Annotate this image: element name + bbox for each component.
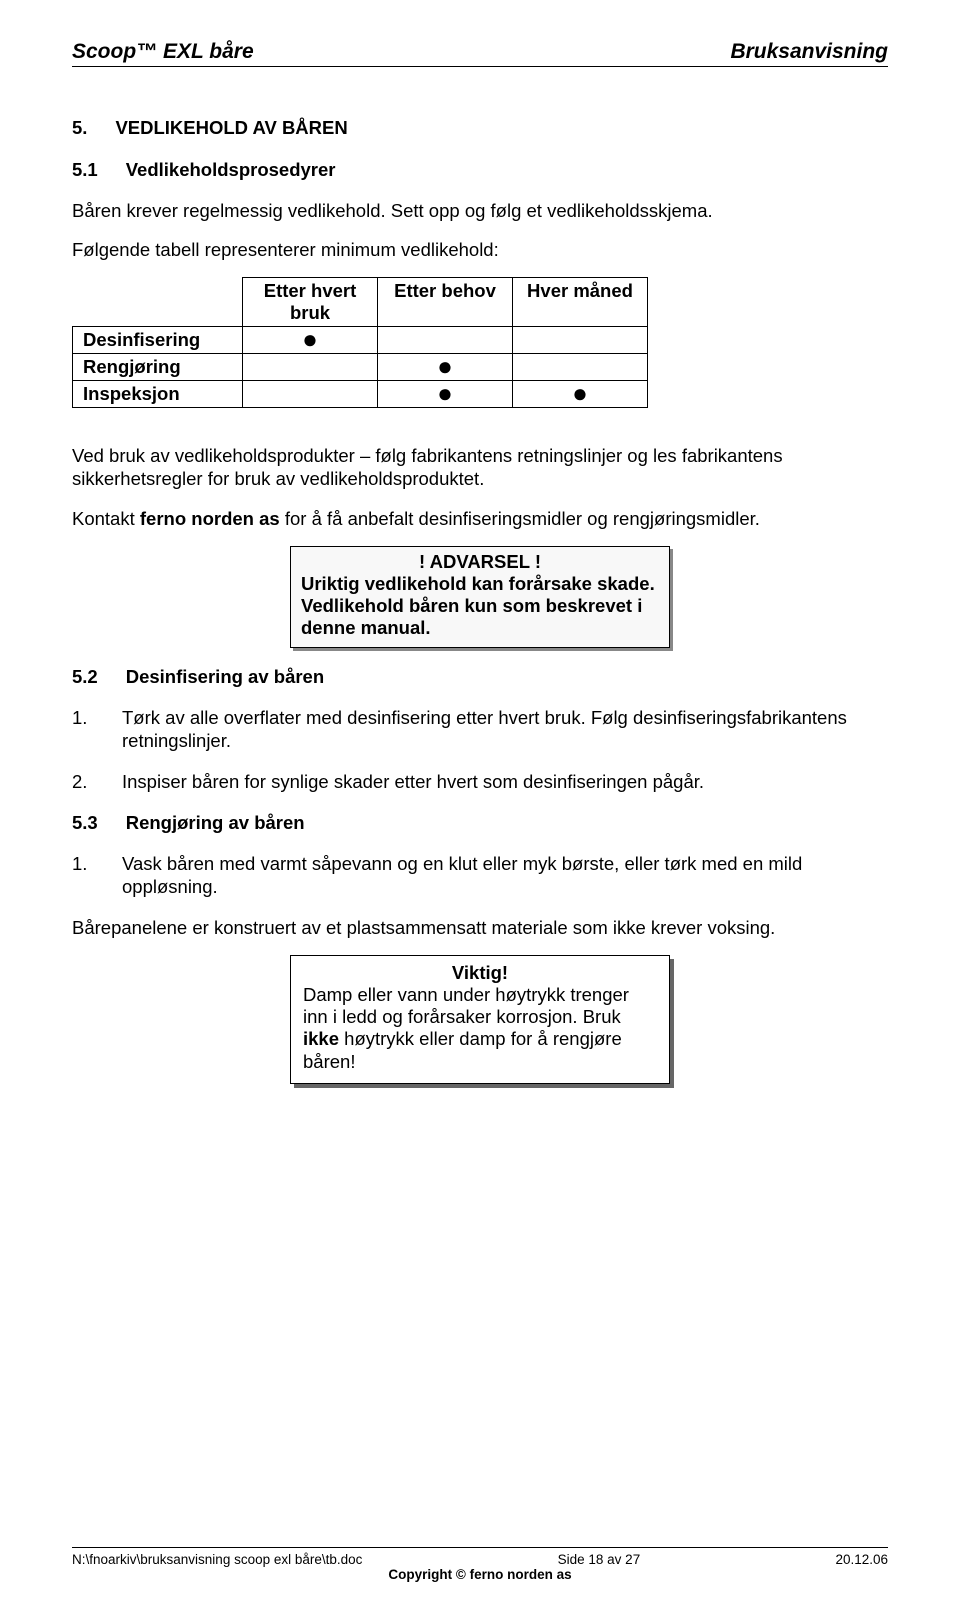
list-text: Vask båren med varmt såpevann og en klut…	[122, 852, 888, 898]
cell: ●	[243, 327, 378, 354]
table-row: Rengjøring ●	[73, 354, 648, 381]
cell	[243, 381, 378, 408]
doc-header: Scoop™ EXL båre Bruksanvisning	[72, 40, 888, 67]
cell	[513, 354, 648, 381]
list-item: 1. Tørk av alle overflater med desinfise…	[72, 706, 888, 752]
cell: ●	[378, 354, 513, 381]
list-text: Inspiser båren for synlige skader etter …	[122, 770, 704, 793]
col-hver-maaned: Hver måned	[513, 278, 648, 327]
cell	[243, 354, 378, 381]
section-5-1-title: Vedlikeholdsprosedyrer	[126, 159, 336, 181]
list-text: Tørk av alle overflater med desinfiserin…	[122, 706, 888, 752]
section-5-2-num: 5.2	[72, 666, 98, 688]
footer-page: Side 18 av 27	[362, 1552, 835, 1567]
table-row: Desinfisering ●	[73, 327, 648, 354]
section-5-num: 5.	[72, 117, 87, 139]
s51-p2: Følgende tabell representerer minimum ve…	[72, 238, 888, 261]
important-bold: ikke	[303, 1028, 339, 1049]
section-5-3-num: 5.3	[72, 812, 98, 834]
warning-title: ! ADVARSEL !	[301, 551, 659, 573]
s51-p1: Båren krever regelmessig vedlikehold. Se…	[72, 199, 888, 222]
section-5-heading: 5. VEDLIKEHOLD AV BÅREN	[72, 117, 888, 139]
section-5-3-title: Rengjøring av båren	[126, 812, 305, 834]
row-desinfisering: Desinfisering	[73, 327, 243, 354]
s53-list: 1. Vask båren med varmt såpevann og en k…	[72, 852, 888, 898]
s52-list: 1. Tørk av alle overflater med desinfise…	[72, 706, 888, 793]
important-body: Damp eller vann under høytrykk trenger i…	[303, 984, 657, 1073]
cell: ●	[378, 381, 513, 408]
warning-callout: ! ADVARSEL ! Uriktig vedlikehold kan for…	[290, 546, 670, 649]
header-right: Bruksanvisning	[730, 40, 888, 64]
section-5-1-num: 5.1	[72, 159, 98, 181]
after-table-p2-post: for å få anbefalt desinfiseringsmidler o…	[280, 508, 760, 529]
footer-date: 20.12.06	[835, 1552, 888, 1567]
maintenance-table: Etter hvert bruk Etter behov Hver måned …	[72, 277, 648, 408]
list-num: 2.	[72, 770, 88, 793]
row-rengjoring: Rengjøring	[73, 354, 243, 381]
section-5-2-heading: 5.2 Desinfisering av båren	[72, 666, 888, 688]
col-etter-hvert-bruk: Etter hvert bruk	[243, 278, 378, 327]
section-5-title: VEDLIKEHOLD AV BÅREN	[115, 117, 347, 139]
important-title: Viktig!	[303, 962, 657, 984]
s53-after: Bårepanelene er konstruert av et plastsa…	[72, 916, 888, 939]
col-etter-behov: Etter behov	[378, 278, 513, 327]
list-num: 1.	[72, 706, 88, 752]
row-inspeksjon: Inspeksjon	[73, 381, 243, 408]
list-num: 1.	[72, 852, 88, 898]
important-callout: Viktig! Damp eller vann under høytrykk t…	[290, 955, 670, 1084]
important-pre: Damp eller vann under høytrykk trenger i…	[303, 984, 629, 1027]
after-table-p2-pre: Kontakt	[72, 508, 140, 529]
cell: ●	[513, 381, 648, 408]
section-5-2-title: Desinfisering av båren	[126, 666, 324, 688]
after-table-p2-bold: ferno norden as	[140, 508, 280, 529]
footer-path: N:\fnoarkiv\bruksanvisning scoop exl bår…	[72, 1552, 362, 1567]
header-left: Scoop™ EXL båre	[72, 40, 254, 64]
list-item: 1. Vask båren med varmt såpevann og en k…	[72, 852, 888, 898]
page-footer: N:\fnoarkiv\bruksanvisning scoop exl bår…	[72, 1547, 888, 1582]
table-row: Inspeksjon ● ●	[73, 381, 648, 408]
section-5-1-heading: 5.1 Vedlikeholdsprosedyrer	[72, 159, 888, 181]
section-5-3-heading: 5.3 Rengjøring av båren	[72, 812, 888, 834]
cell	[378, 327, 513, 354]
after-table-p2: Kontakt ferno norden as for å få anbefal…	[72, 507, 888, 530]
after-table-p1: Ved bruk av vedlikeholdsprodukter – følg…	[72, 444, 888, 490]
list-item: 2. Inspiser båren for synlige skader ett…	[72, 770, 888, 793]
cell	[513, 327, 648, 354]
warning-body: Uriktig vedlikehold kan forårsake skade.…	[301, 573, 659, 640]
important-post: høytrykk eller damp for å rengjøre båren…	[303, 1028, 622, 1071]
footer-copyright: Copyright © ferno norden as	[388, 1567, 571, 1582]
